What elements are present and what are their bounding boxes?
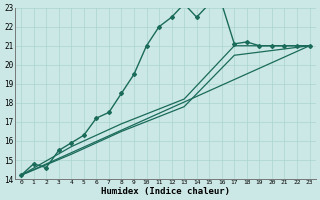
X-axis label: Humidex (Indice chaleur): Humidex (Indice chaleur) [101,187,230,196]
